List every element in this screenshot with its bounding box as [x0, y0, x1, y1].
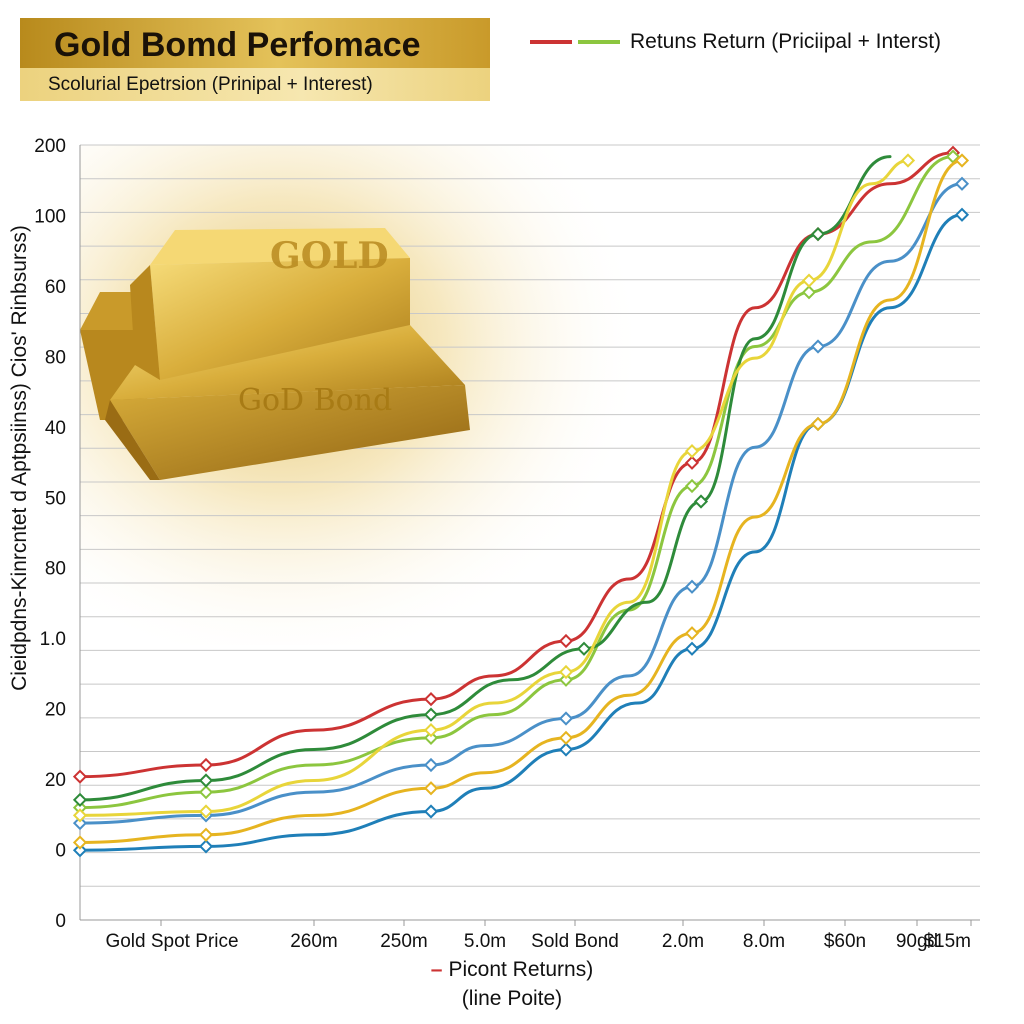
data-point-blue — [684, 641, 700, 656]
data-point-lightblue — [810, 339, 826, 354]
data-point-red — [684, 455, 700, 470]
data-point-green — [198, 785, 214, 800]
data-point-darkgreen — [810, 227, 826, 242]
x-tick-label: $15m — [923, 931, 971, 952]
x-axis-label: – Picont Returns) — [0, 958, 1024, 982]
data-point-green — [72, 800, 88, 815]
y-tick-label: 0 — [55, 911, 66, 932]
y-tick-label: 60 — [45, 277, 66, 298]
data-point-green — [423, 730, 439, 745]
y-tick-label: 50 — [45, 488, 66, 509]
x-axis-legend-dash: – — [430, 958, 443, 981]
x-axis-sublabel: (line Poite) — [461, 987, 563, 1010]
series-line-lightblue — [78, 182, 964, 825]
data-point-gold — [684, 626, 700, 641]
y-tick-label: 0 — [55, 841, 66, 862]
x-tick-label: 260m — [290, 931, 338, 952]
chart-title: Gold Bomd Perfomace — [54, 26, 421, 64]
title-banner: Gold Bomd Perfomace — [20, 18, 490, 68]
x-tick-label: Gold Spot Price — [105, 931, 238, 952]
data-point-darkgreen — [198, 773, 214, 788]
data-point-gold — [954, 153, 970, 168]
data-point-green — [945, 149, 961, 164]
data-point-yellow — [558, 664, 574, 680]
data-point-blue — [198, 839, 214, 854]
data-point-gold — [810, 416, 826, 432]
y-tick-label: 80 — [45, 347, 66, 368]
y-tick-label: 200 — [34, 136, 66, 157]
x-tick-label: $60n — [824, 931, 866, 952]
data-point-gold — [558, 730, 574, 745]
series — [72, 145, 970, 858]
y-tick-label: 1.0 — [40, 629, 66, 650]
data-point-lightblue — [72, 816, 88, 831]
y-tick-label: 20 — [45, 700, 66, 721]
data-point-yellow — [72, 808, 88, 823]
x-tick-label: Sold Bond — [531, 931, 619, 952]
data-point-yellow — [423, 723, 439, 738]
data-point-red — [72, 769, 88, 784]
data-point-red — [558, 633, 574, 649]
grid — [80, 144, 980, 921]
axes — [79, 145, 980, 921]
data-point-blue — [954, 207, 970, 222]
data-point-lightblue — [954, 176, 970, 191]
data-point-red — [198, 757, 214, 773]
y-tick-label: 100 — [34, 206, 66, 227]
data-point-lightblue — [684, 579, 700, 594]
data-point-yellow — [198, 804, 214, 819]
data-point-yellow — [684, 444, 700, 459]
x-tick-label: 250m — [380, 931, 428, 952]
gold-bar-illustration: GOLD GoD Bond — [80, 228, 470, 480]
data-point-blue — [72, 843, 88, 858]
subtitle-banner: Scolurial Epetrsion (Prinipal + Interest… — [20, 68, 490, 101]
data-point-blue — [423, 804, 439, 819]
series-line-green — [78, 155, 955, 810]
bar-label-front: GoD Bond — [238, 383, 392, 418]
data-point-red — [423, 692, 439, 707]
data-point-darkgreen — [72, 792, 88, 807]
y-tick-label: 20 — [45, 770, 66, 791]
y-tick-label: 40 — [45, 418, 66, 439]
x-axis-label-text: Picont Returns) — [448, 958, 594, 981]
data-point-green — [684, 478, 700, 494]
data-point-darkgreen — [576, 641, 592, 656]
legend: Retuns Return (Priciipal + Interst) — [530, 30, 941, 54]
series-line-gold — [78, 159, 964, 844]
data-point-yellow — [801, 273, 817, 288]
chart-subtitle: Scolurial Epetrsion (Prinipal + Interest… — [48, 74, 373, 95]
x-tick-labels: Gold Spot Price 260m 250m 5.0m Sold Bond 2.0m… — [105, 920, 972, 952]
data-point-green — [801, 285, 817, 300]
data-point-darkgreen — [423, 707, 439, 722]
bar-label-top: GOLD — [270, 235, 389, 277]
data-point-gold — [198, 827, 214, 842]
data-point-green — [558, 672, 574, 687]
legend-label: Retuns Return (Priciipal + Interst) — [630, 30, 942, 53]
data-point-gold — [72, 835, 88, 850]
y-tick-label: 80 — [45, 559, 66, 580]
legend-swatch-green — [578, 40, 620, 44]
data-point-darkgreen — [693, 494, 709, 509]
y-axis-label: Cieidpdns-Kinrcntet d Aptpsiinss) Cios' … — [8, 225, 31, 691]
x-tick-label: 5.0m — [464, 931, 506, 952]
data-point-blue — [558, 742, 574, 757]
legend-swatch-red — [530, 40, 572, 44]
data-point-lightblue — [423, 757, 439, 773]
x-tick-label: 90gd — [896, 931, 938, 952]
series-line-darkgreen — [78, 155, 892, 802]
data-point-gold — [423, 781, 439, 796]
data-point-yellow — [900, 153, 916, 168]
x-tick-label: 2.0m — [662, 931, 704, 952]
x-tick-label: 8.0m — [743, 931, 785, 952]
data-point-lightblue — [558, 711, 574, 726]
